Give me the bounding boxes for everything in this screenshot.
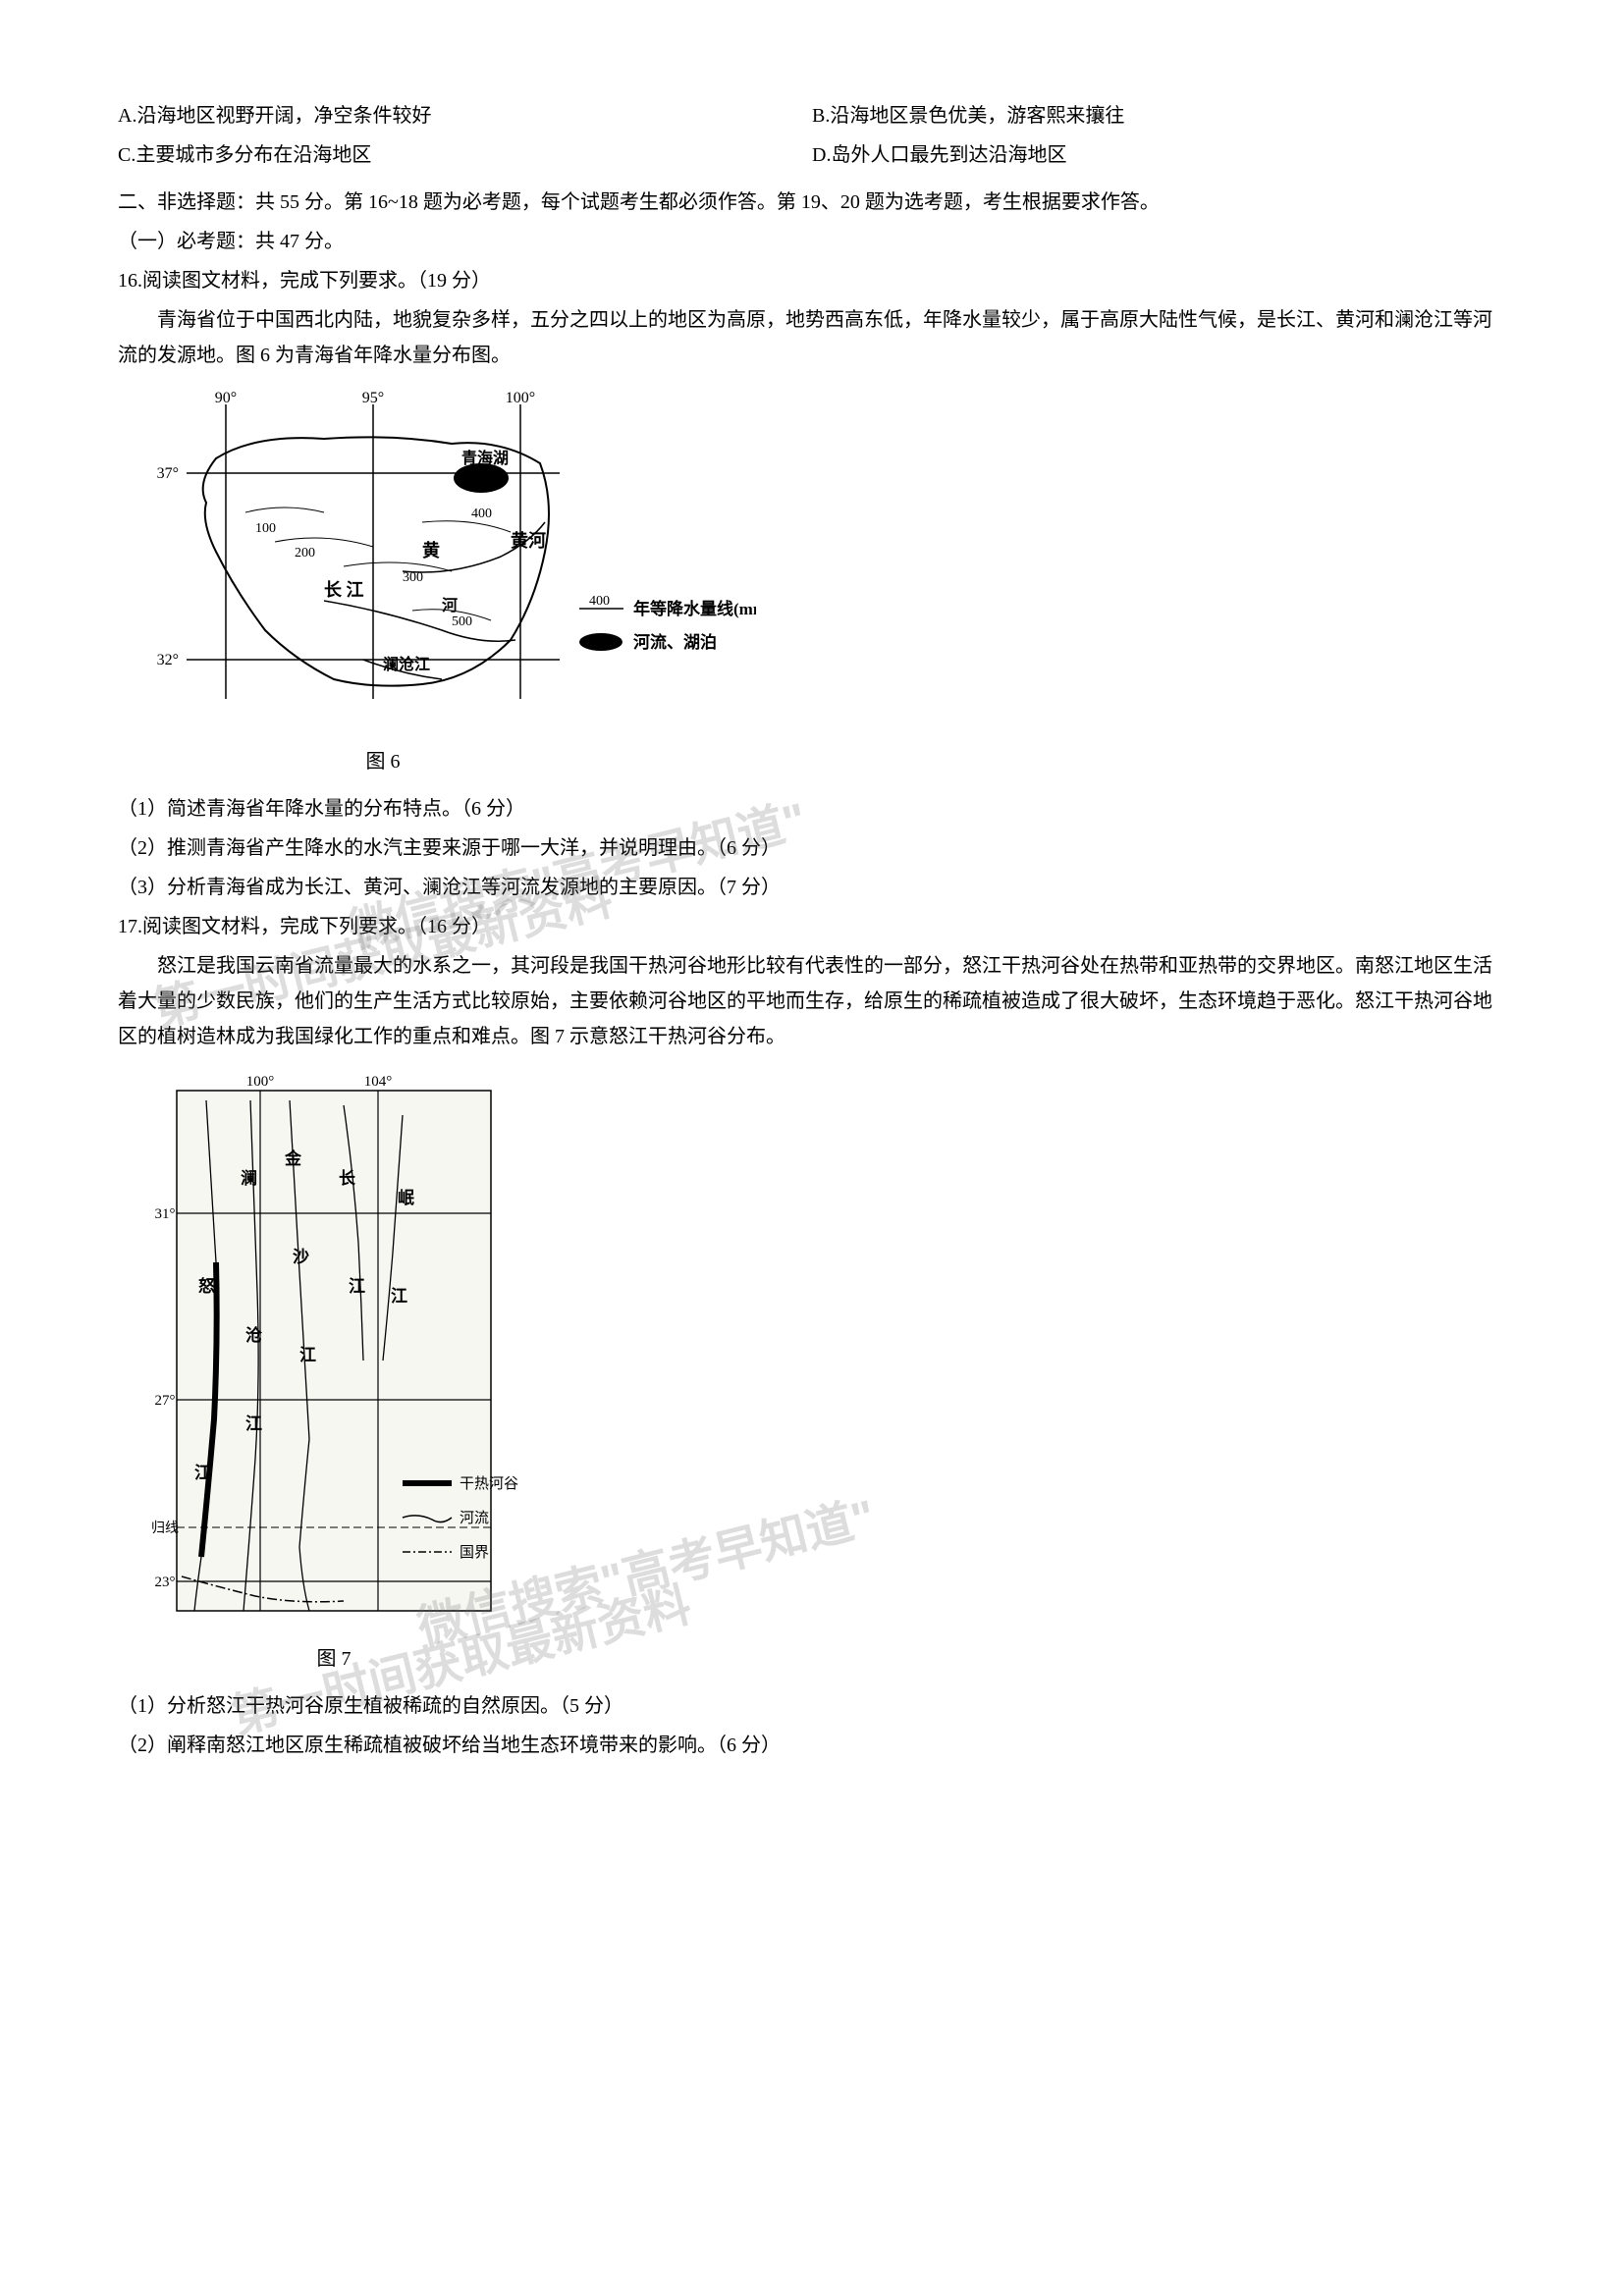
figure6-caption: 图 6 xyxy=(147,744,619,779)
legend-hot-valley: 干热河谷 xyxy=(460,1475,518,1492)
legend-border: 国界 xyxy=(460,1544,489,1561)
q16-sub2: （2）推测青海省产生降水的水汽主要来源于哪一大洋，并说明理由。（6 分） xyxy=(118,830,1506,866)
figure7-container: 100° 104° 31° 27° 归线 23° 怒 江 澜 沧 江 xyxy=(118,1066,1506,1677)
figure7-caption: 图 7 xyxy=(147,1641,520,1677)
q16-title: 16.阅读图文材料，完成下列要求。（19 分） xyxy=(118,263,1506,298)
q17-title: 17.阅读图文材料，完成下列要求。（16 分） xyxy=(118,909,1506,944)
contour-200: 200 xyxy=(295,546,315,561)
option-b: B.沿海地区景色优美，游客熙来攘往 xyxy=(812,98,1506,133)
fig7-lat-tropic: 归线 xyxy=(151,1520,179,1536)
legend-lake-label: 河流、湖泊 xyxy=(633,632,717,652)
chang-label1: 长 xyxy=(339,1168,356,1188)
huanghe-label: 黄 xyxy=(422,540,440,561)
fig7-lon-100: 100° xyxy=(246,1074,275,1090)
lancang-label2: 沧 xyxy=(245,1325,262,1345)
fig7-lat-31: 31° xyxy=(155,1206,176,1222)
qinghai-lake-label: 青海湖 xyxy=(461,449,509,467)
lancang-label: 澜沧江 xyxy=(383,655,430,673)
jinsha-label1: 金 xyxy=(284,1148,302,1168)
min-label1: 岷 xyxy=(398,1189,414,1207)
q17-sub2: （2）阐释南怒江地区原生稀疏植被破坏给当地生态环境带来的影响。（6 分） xyxy=(118,1728,1506,1763)
figure6-map: 90° 95° 100° 37° 32° 青海湖 100 200 300 400… xyxy=(147,385,756,738)
jinsha-label2: 沙 xyxy=(293,1248,309,1266)
lon-100: 100° xyxy=(506,390,535,406)
q17-passage: 怒江是我国云南省流量最大的水系之一，其河段是我国干热河谷地形比较有代表性的一部分… xyxy=(118,948,1506,1054)
he-label: 河 xyxy=(442,596,458,614)
legend-contour-label: 年等降水量线(mm) xyxy=(633,599,756,618)
min-label2: 江 xyxy=(391,1287,407,1306)
changjiang-label: 长 江 xyxy=(324,580,364,600)
fig7-lon-104: 104° xyxy=(364,1074,393,1090)
nujiang-label: 怒 xyxy=(198,1276,215,1296)
contour-500: 500 xyxy=(452,614,472,629)
figure6-container: 90° 95° 100° 37° 32° 青海湖 100 200 300 400… xyxy=(118,385,1506,779)
q16-sub1: （1）简述青海省年降水量的分布特点。（6 分） xyxy=(118,791,1506,827)
lat-32: 32° xyxy=(157,652,179,668)
jinsha-label3: 江 xyxy=(299,1346,316,1364)
lancang-label3: 江 xyxy=(245,1415,262,1433)
lat-37: 37° xyxy=(157,465,179,482)
q17-sub1: （1）分析怒江干热河谷原生植被稀疏的自然原因。（5 分） xyxy=(118,1688,1506,1724)
chang-label2: 江 xyxy=(349,1277,365,1296)
option-a: A.沿海地区视野开阔，净空条件较好 xyxy=(118,98,812,133)
legend-400-value: 400 xyxy=(589,594,610,609)
figure7-map: 100° 104° 31° 27° 归线 23° 怒 江 澜 沧 江 xyxy=(147,1066,520,1635)
legend-river: 河流 xyxy=(460,1510,489,1526)
lancang-label1: 澜 xyxy=(241,1168,257,1188)
option-c: C.主要城市多分布在沿海地区 xyxy=(118,137,812,173)
lon-90: 90° xyxy=(215,390,237,406)
contour-100: 100 xyxy=(255,521,276,536)
qinghai-lake-icon xyxy=(454,463,509,493)
legend-lake-icon xyxy=(579,633,623,651)
option-d: D.岛外人口最先到达沿海地区 xyxy=(812,137,1506,173)
q16-sub3: （3）分析青海省成为长江、黄河、澜沧江等河流发源地的主要原因。（7 分） xyxy=(118,870,1506,905)
q16-passage: 青海省位于中国西北内陆，地貌复杂多样，五分之四以上的地区为高原，地势西高东低，年… xyxy=(118,302,1506,373)
subsection1-heading: （一）必考题：共 47 分。 xyxy=(118,224,1506,259)
contour-400a: 400 xyxy=(471,507,492,521)
fig7-lat-23: 23° xyxy=(155,1575,176,1590)
fig7-lat-27: 27° xyxy=(155,1393,176,1409)
lon-95: 95° xyxy=(362,390,384,406)
nujiang-label2: 江 xyxy=(194,1464,211,1482)
section2-heading: 二、非选择题：共 55 分。第 16~18 题为必考题，每个试题考生都必须作答。… xyxy=(118,185,1506,220)
